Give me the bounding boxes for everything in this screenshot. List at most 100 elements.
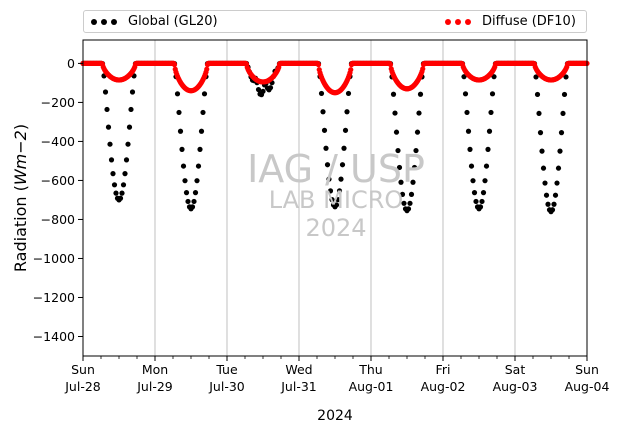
- global-point: [392, 110, 398, 116]
- global-point: [194, 178, 200, 184]
- x-tick-label-date: Aug-04: [565, 379, 610, 394]
- global-point: [192, 190, 199, 196]
- global-point: [335, 197, 341, 203]
- x-tick-label-day: Fri: [436, 362, 451, 377]
- global-point: [344, 109, 350, 115]
- x-tick-label-day: Wed: [285, 362, 312, 377]
- global-point: [180, 163, 187, 169]
- x-axis-ticks: Sun Jul-28 Mon Jul-29 Tue Jul-30 Wed Jul-31 Thu A…: [64, 356, 609, 394]
- diffuse-point: [171, 62, 178, 68]
- grid-lines: [154, 40, 516, 356]
- global-point: [540, 165, 547, 171]
- global-point: [111, 182, 118, 188]
- global-point: [260, 88, 266, 94]
- global-point: [189, 204, 196, 210]
- y-tick-label: −600: [41, 173, 75, 188]
- global-point: [324, 162, 331, 168]
- x-tick-label-date: Jul-29: [136, 379, 173, 394]
- global-point: [345, 90, 352, 97]
- x-axis-title: 2024: [317, 408, 353, 424]
- x-tick-label-day: Tue: [215, 362, 238, 377]
- global-point: [318, 90, 325, 97]
- global-point: [557, 148, 563, 154]
- global-point: [341, 145, 347, 151]
- watermark-line3: 2024: [305, 214, 367, 242]
- global-point: [198, 128, 205, 134]
- diffuse-point: [420, 66, 426, 72]
- x-tick-label-day: Sat: [505, 362, 526, 377]
- global-point: [125, 141, 131, 147]
- global-point: [390, 91, 397, 97]
- global-point: [399, 191, 406, 197]
- y-tick-label: −400: [41, 134, 75, 149]
- global-point: [410, 179, 416, 185]
- global-point: [338, 176, 344, 182]
- global-point: [407, 200, 413, 206]
- global-point: [552, 192, 559, 198]
- global-point: [551, 201, 557, 207]
- data-points: [80, 60, 590, 215]
- global-point: [411, 164, 418, 171]
- global-point: [105, 124, 112, 130]
- global-point: [267, 85, 274, 91]
- watermark-line2: LAB MICRO: [268, 186, 404, 214]
- global-point: [197, 146, 203, 152]
- x-tick-label-day: Mon: [142, 362, 168, 377]
- legend-global-marker: [90, 17, 120, 27]
- global-point: [108, 157, 115, 163]
- global-point: [408, 191, 415, 197]
- global-point: [542, 180, 548, 186]
- global-point: [398, 179, 404, 185]
- global-point: [195, 163, 202, 169]
- global-point: [483, 163, 490, 169]
- global-point: [414, 129, 421, 135]
- global-point: [110, 171, 116, 177]
- global-point: [473, 198, 479, 205]
- x-tick-label-day: Sun: [71, 362, 95, 377]
- global-point: [177, 128, 184, 134]
- global-point: [482, 178, 488, 184]
- global-point: [321, 127, 328, 133]
- x-tick-label-date: Jul-31: [280, 379, 317, 394]
- global-point: [185, 198, 191, 205]
- legend: Global (GL20) Diffuse (DF10): [83, 10, 587, 33]
- global-point: [182, 178, 188, 184]
- global-point: [329, 197, 335, 203]
- global-point: [183, 190, 190, 196]
- global-point: [486, 128, 493, 134]
- global-point: [560, 110, 566, 117]
- global-point: [323, 145, 329, 151]
- global-point: [401, 200, 407, 206]
- y-axis-title: Radiation (Wm−2): [11, 124, 30, 272]
- global-point: [200, 109, 206, 116]
- global-point: [117, 195, 124, 201]
- global-point: [471, 190, 478, 196]
- global-point: [107, 141, 113, 147]
- legend-diffuse-label: Diffuse (DF10): [482, 14, 576, 29]
- global-point: [555, 165, 562, 171]
- global-point: [554, 180, 560, 186]
- legend-global-label: Global (GL20): [128, 14, 218, 29]
- y-tick-label: −1400: [33, 329, 75, 344]
- global-point: [536, 110, 542, 117]
- global-point: [479, 198, 485, 205]
- global-point: [201, 91, 208, 97]
- global-point: [339, 162, 346, 168]
- legend-entry-global: Global (GL20): [90, 14, 218, 29]
- y-tick-label: −200: [41, 95, 75, 110]
- x-tick-label-day: Thu: [358, 362, 382, 377]
- global-point: [129, 89, 136, 95]
- global-point: [417, 91, 424, 97]
- y-tick-label: 0: [67, 56, 75, 71]
- x-tick-label-date: Aug-03: [493, 379, 538, 394]
- global-point: [480, 190, 487, 196]
- global-point: [465, 128, 472, 134]
- diffuse-point: [204, 66, 210, 72]
- global-point: [102, 89, 109, 95]
- global-point: [123, 157, 130, 163]
- global-point: [416, 110, 422, 116]
- y-tick-label: −800: [41, 212, 75, 227]
- global-point: [396, 164, 403, 171]
- global-point: [558, 130, 565, 136]
- global-point: [468, 163, 475, 169]
